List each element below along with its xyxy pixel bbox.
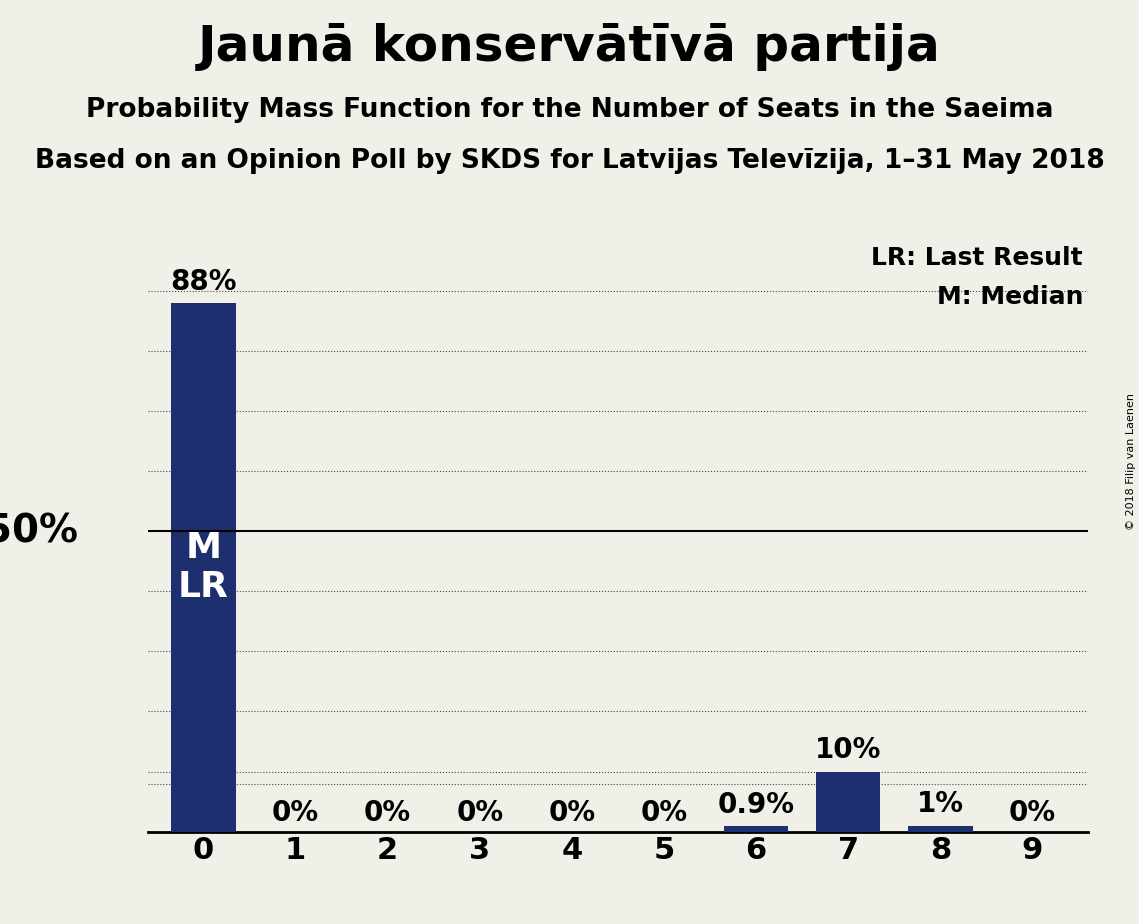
Text: Jaunā konservātīvā partija: Jaunā konservātīvā partija [198,23,941,71]
Text: 1%: 1% [917,790,964,819]
Text: M: Median: M: Median [936,285,1083,309]
Text: Probability Mass Function for the Number of Seats in the Saeima: Probability Mass Function for the Number… [85,97,1054,123]
Text: Based on an Opinion Poll by SKDS for Latvijas Televīzija, 1–31 May 2018: Based on an Opinion Poll by SKDS for Lat… [34,148,1105,174]
Text: 0%: 0% [456,798,503,827]
Text: M
LR: M LR [178,530,229,604]
Text: LR: Last Result: LR: Last Result [871,246,1083,270]
Text: © 2018 Filip van Laenen: © 2018 Filip van Laenen [1125,394,1136,530]
Bar [816,772,880,832]
Text: 50%: 50% [0,512,77,551]
Bar [908,826,973,832]
Text: 0.9%: 0.9% [718,791,795,819]
Bar [171,303,236,832]
Text: 0%: 0% [640,798,688,827]
Text: 0%: 0% [364,798,411,827]
Bar [724,826,788,832]
Text: 88%: 88% [170,268,237,296]
Text: 10%: 10% [816,736,882,764]
Text: 0%: 0% [548,798,596,827]
Text: 0%: 0% [272,798,319,827]
Text: 0%: 0% [1009,798,1056,827]
